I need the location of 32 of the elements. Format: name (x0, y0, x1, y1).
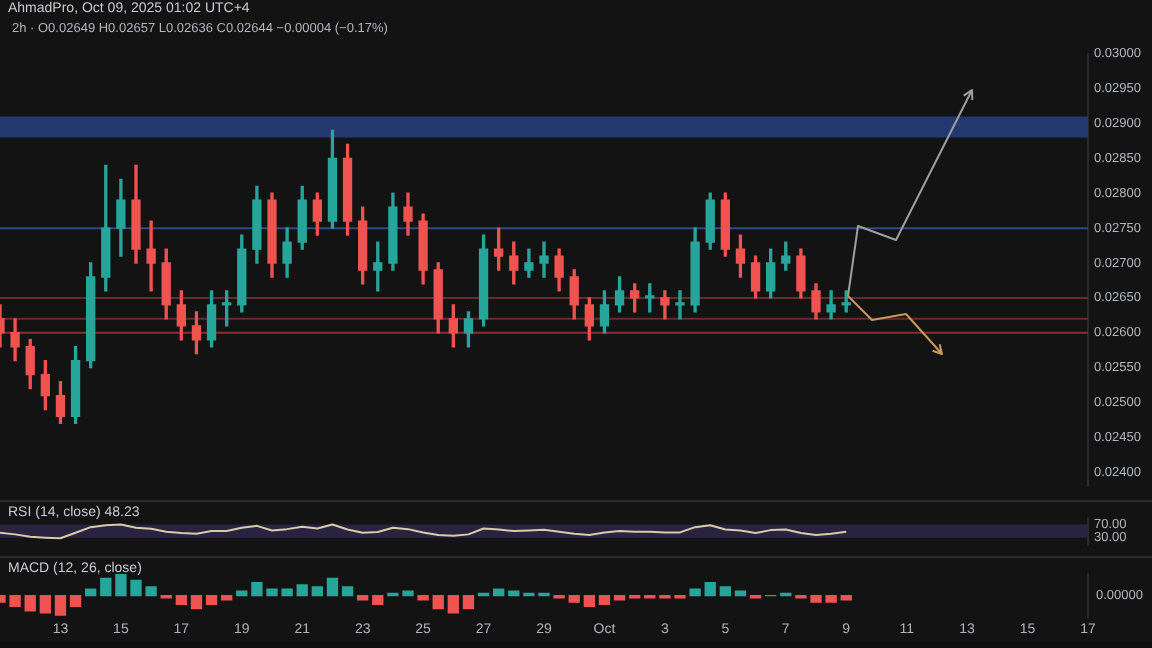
bar (175, 594, 187, 605)
bar (432, 594, 444, 610)
bar (568, 594, 580, 603)
bar (205, 594, 218, 605)
bar (54, 594, 67, 616)
bar (417, 594, 429, 601)
candlestick (539, 241, 549, 278)
bar (613, 594, 626, 601)
bar (100, 577, 112, 597)
bar (190, 594, 203, 610)
bar (372, 594, 384, 605)
bar (447, 594, 459, 614)
bar (583, 594, 595, 608)
bar (357, 594, 369, 601)
bar (296, 584, 308, 597)
bar (221, 594, 233, 601)
bar (719, 586, 731, 597)
bar (704, 581, 716, 597)
bar (493, 588, 505, 597)
bar (341, 586, 354, 597)
bar (85, 588, 97, 597)
bar (39, 594, 51, 614)
bar (462, 594, 475, 610)
bar (326, 577, 339, 597)
bar (689, 588, 701, 597)
candlestick (675, 290, 685, 320)
candlestick (146, 220, 156, 292)
bar (311, 586, 323, 597)
bar (69, 594, 82, 608)
bar (24, 594, 36, 612)
bar (598, 594, 611, 605)
bar (840, 594, 852, 601)
